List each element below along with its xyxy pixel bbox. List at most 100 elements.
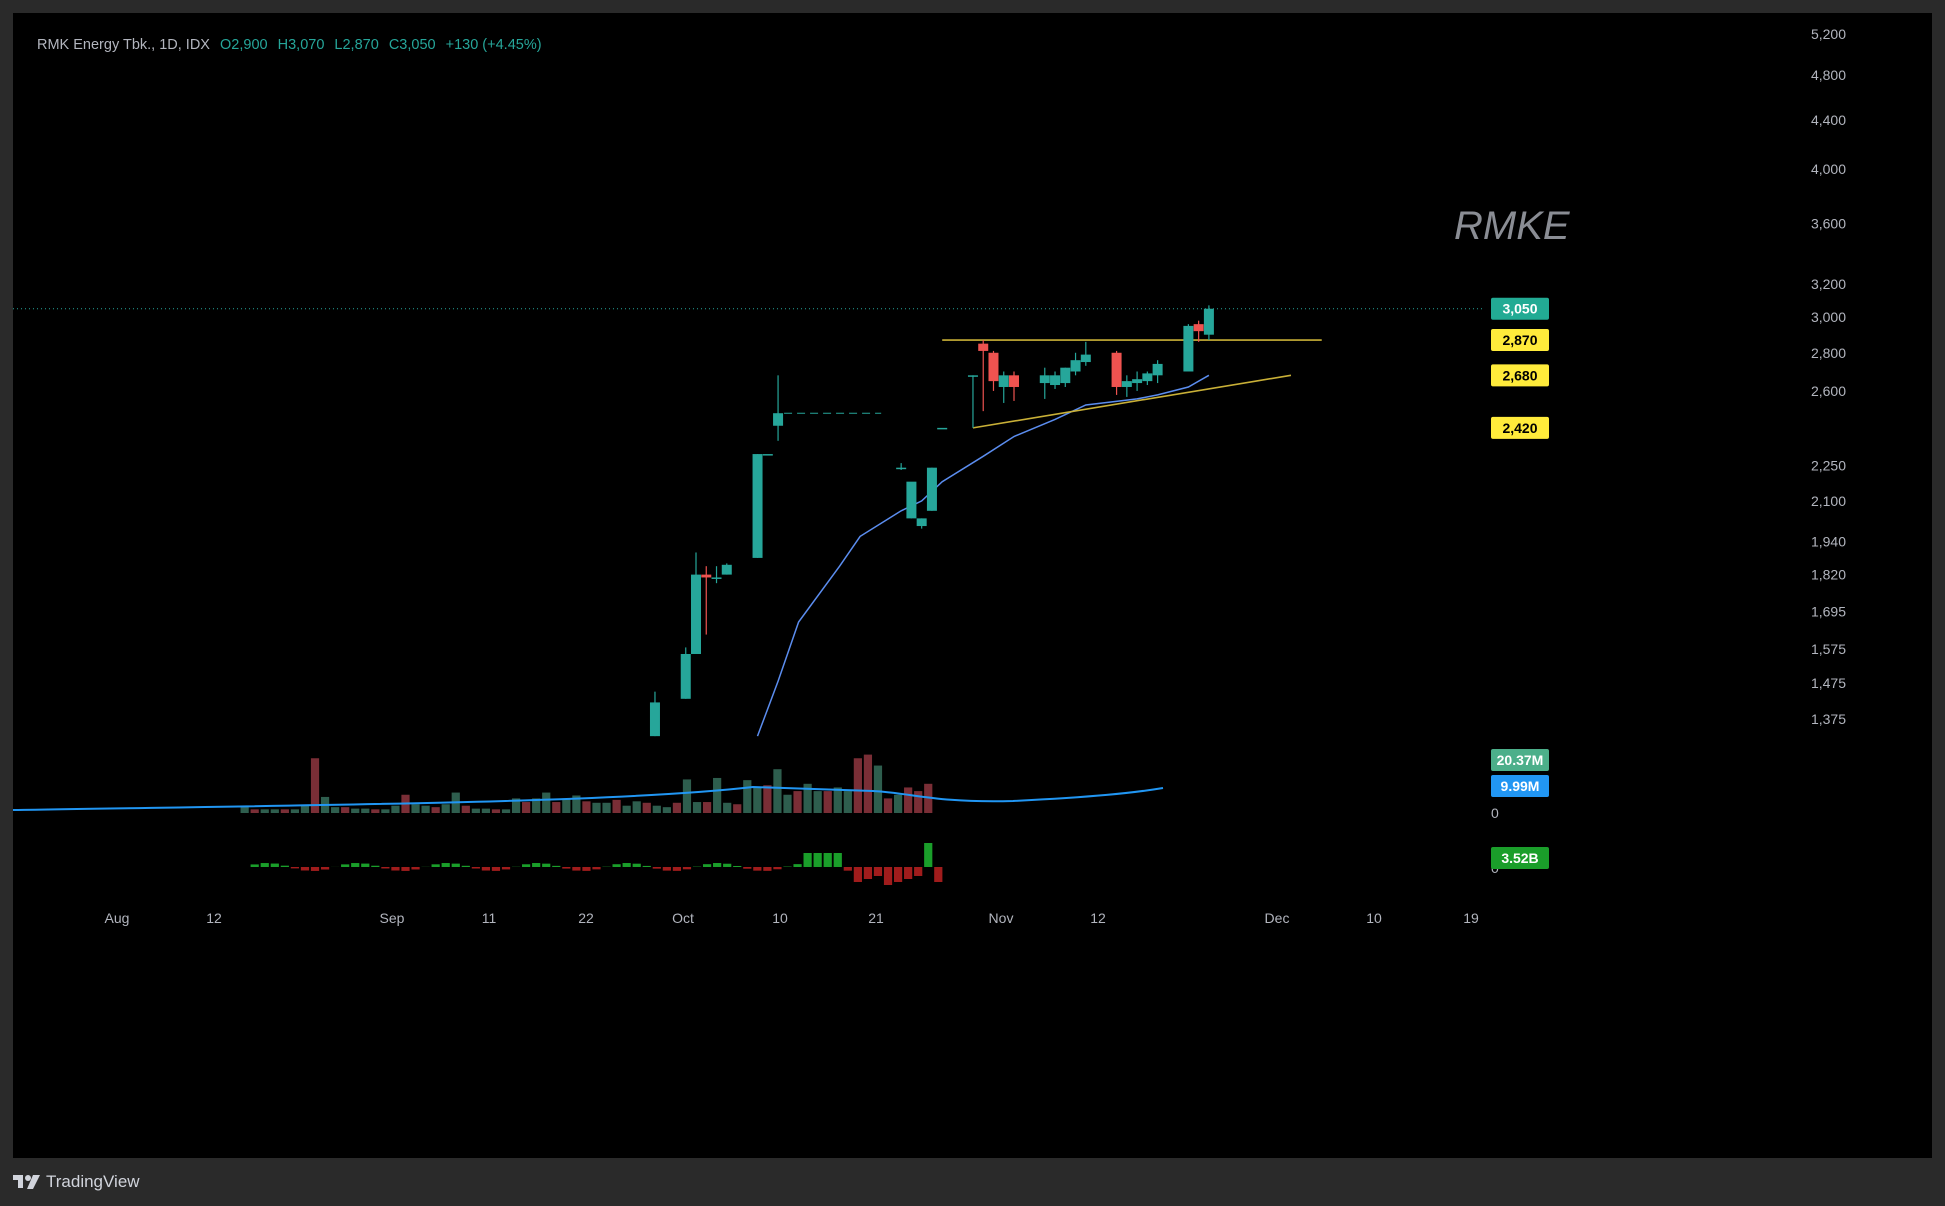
flow-bar [391, 867, 400, 871]
candle-body [711, 577, 722, 579]
volume-bar [491, 809, 501, 813]
moving-average-line [756, 374, 1210, 737]
price-tick-label: 1,940 [1811, 534, 1846, 550]
flow-bar [290, 867, 300, 869]
price-tick-label: 2,250 [1811, 457, 1846, 473]
flow-bar [481, 867, 491, 871]
price-tick-label: 1,695 [1811, 603, 1846, 619]
volume-bar [250, 809, 259, 813]
time-tick-label: 11 [482, 910, 497, 926]
candle-body [937, 427, 948, 430]
candle-body [1121, 381, 1132, 387]
flow-bar [592, 867, 601, 870]
volume-bar [501, 809, 511, 813]
candle-body [1193, 324, 1204, 332]
flow-bar [270, 863, 279, 867]
trendline [972, 374, 1292, 429]
flow-bar [371, 865, 380, 867]
volume-bar [562, 798, 571, 813]
flow-bar [934, 867, 943, 882]
flow-bar [441, 863, 450, 867]
flow-bar [501, 867, 511, 870]
volume-bar [622, 805, 631, 813]
price-tick-label: 2,600 [1811, 383, 1846, 399]
volume-bar [692, 802, 702, 813]
candle-body [721, 564, 732, 575]
flow-bar [924, 843, 933, 867]
volume-bar [753, 787, 762, 813]
volume-bar [702, 802, 712, 813]
volume-bar [552, 802, 561, 813]
volume-bar [361, 808, 370, 813]
volume-bar [260, 809, 269, 813]
chart-frame[interactable]: RMKE 0 0 5,2004,8004,4004,0003,6003,2003… [13, 13, 1932, 1158]
tradingview-logo[interactable]: TradingView [13, 1172, 140, 1192]
volume-bar [270, 809, 279, 813]
volume-ma-badge-bg [1491, 775, 1549, 797]
level-badge-2870-bg [1491, 329, 1549, 352]
volume-bar [813, 791, 822, 813]
flow-bar [260, 863, 269, 867]
flow-bar [622, 863, 631, 867]
volume-bar [873, 765, 883, 813]
volume-bar [240, 805, 249, 813]
volume-bar [522, 802, 531, 813]
candle-body [988, 352, 999, 382]
time-tick-label: Oct [672, 910, 694, 926]
flow-bar [753, 867, 762, 871]
last-price-badge: 3,050 [1502, 301, 1537, 317]
flow-bar [873, 867, 883, 876]
volume-badge-bg [1491, 749, 1549, 771]
flow-bar [542, 863, 551, 867]
candle-body [1060, 367, 1071, 384]
volume-bar [441, 804, 450, 813]
time-tick-label: 10 [1366, 910, 1382, 926]
flow-badge: 3.52B [1501, 850, 1538, 866]
flow-bar [723, 863, 732, 867]
flow-bar [461, 865, 470, 867]
price-tick-label: 1,575 [1811, 641, 1846, 657]
volume-bar [632, 801, 641, 813]
flow-bar [522, 864, 531, 867]
volume-bar [662, 807, 671, 813]
volume-bar [381, 809, 390, 813]
volume-bar [763, 785, 772, 813]
flow-bar [743, 867, 752, 869]
volume-bar [743, 780, 752, 813]
candle-body [926, 467, 937, 511]
flow-bar [582, 867, 591, 871]
flow-bar [471, 867, 480, 869]
candle-body [1080, 354, 1091, 363]
volume-bar [290, 809, 300, 813]
time-tick-label: Nov [989, 910, 1014, 926]
time-tick-label: 12 [206, 910, 222, 926]
flow-bar [300, 867, 310, 871]
open-value: O2,900 [220, 37, 268, 53]
volume-bar [511, 798, 521, 813]
tradingview-brand: TradingView [46, 1172, 140, 1191]
volume-bar [672, 802, 682, 813]
volume-bar [602, 802, 611, 813]
flow-bar [652, 867, 661, 869]
flow-bar [431, 864, 440, 867]
time-tick-label: Dec [1265, 910, 1290, 926]
volume-bar [853, 758, 862, 813]
volume-bar [773, 769, 782, 813]
volume-bar [863, 754, 873, 813]
price-tick-label: 1,820 [1811, 567, 1846, 583]
volume-bar [883, 798, 893, 813]
candle-body [1050, 375, 1061, 386]
chart-canvas[interactable]: RMKE 0 0 5,2004,8004,4004,0003,6003,2003… [13, 13, 1932, 1158]
candle-body [1142, 373, 1153, 382]
time-tick-label: 21 [868, 910, 884, 926]
flow-bar [904, 867, 913, 879]
price-tick-label: 4,800 [1811, 67, 1846, 83]
flow-bar [702, 864, 712, 867]
volume-bar [904, 787, 913, 813]
flow-bar [250, 864, 259, 867]
candle-body [1183, 325, 1194, 372]
price-tick-label: 4,400 [1811, 112, 1846, 128]
flow-bar [341, 864, 350, 867]
volume-bar [592, 802, 601, 813]
flow-bar [411, 867, 420, 870]
